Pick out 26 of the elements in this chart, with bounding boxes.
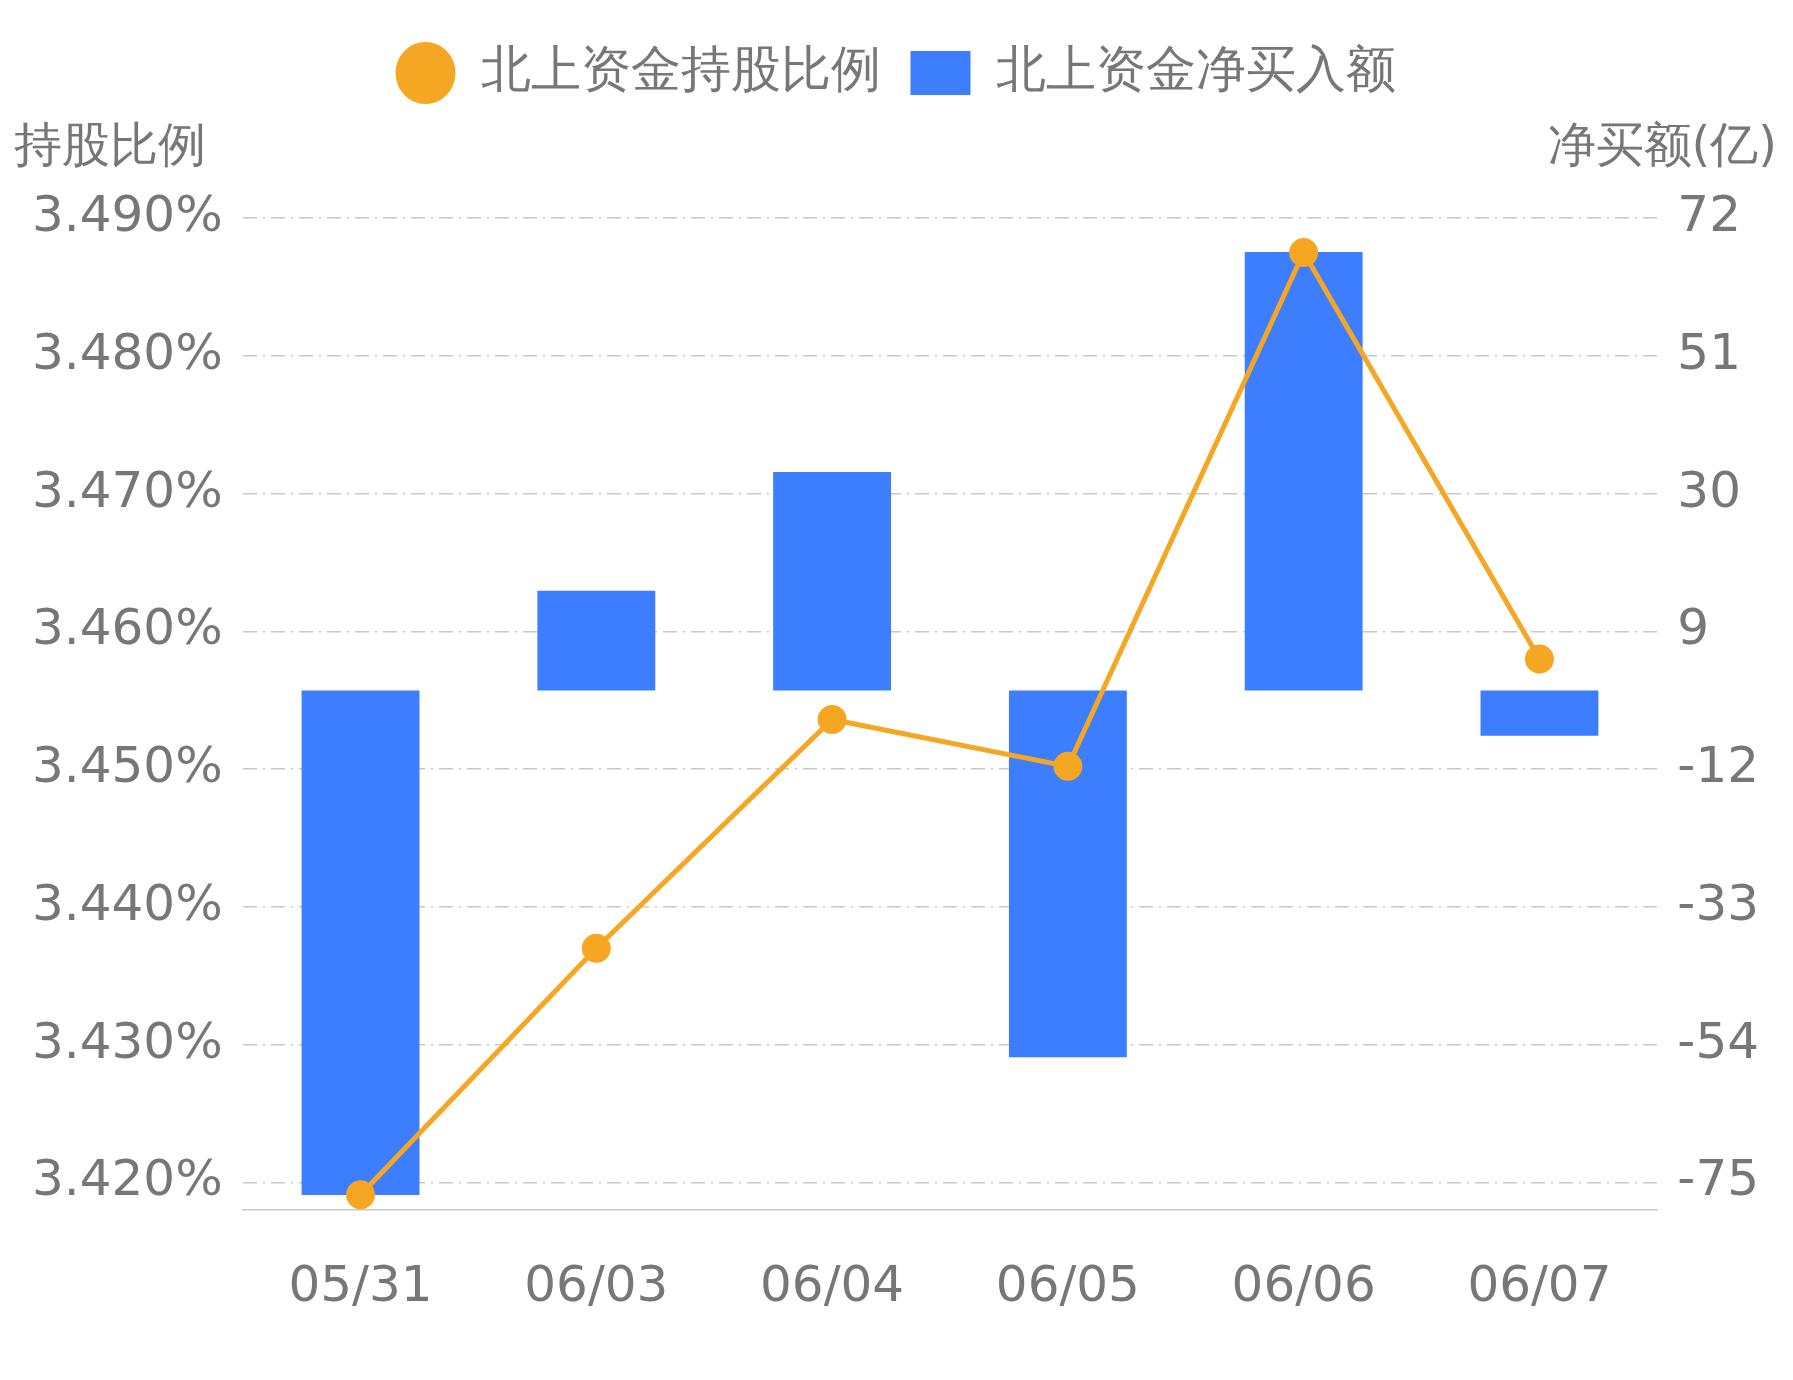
y-tick-label: 3.450%	[31, 736, 223, 795]
y-tick-label: 3.460%	[31, 598, 223, 657]
y2-tick-label: -12	[1677, 736, 1760, 795]
y2-tick-label: -75	[1677, 1149, 1760, 1208]
y-tick-label: 3.470%	[31, 460, 223, 519]
y-axis-title: 持股比例	[14, 116, 206, 173]
y-tick-label: 3.480%	[31, 322, 223, 381]
y2-tick-label: 9	[1677, 598, 1710, 657]
y-tick-label: 3.490%	[31, 184, 223, 243]
x-tick-label: 06/03	[524, 1254, 669, 1313]
x-tick-label: 06/05	[995, 1254, 1140, 1313]
x-tick-label: 06/06	[1231, 1254, 1376, 1313]
x-tick-label: 06/07	[1467, 1254, 1612, 1313]
x-tick-label: 05/31	[288, 1254, 433, 1313]
y2-tick-label: 51	[1677, 322, 1741, 381]
y-tick-label: 3.420%	[31, 1149, 223, 1208]
y-tick-label: 3.430%	[31, 1011, 223, 1070]
y2-tick-label: -33	[1677, 873, 1760, 932]
y2-axis-title: 净买额(亿)	[1547, 116, 1777, 173]
legend-label: 北上资金持股比例	[480, 39, 881, 98]
y2-tick-label: -54	[1677, 1011, 1760, 1070]
y2-tick-label: 30	[1677, 460, 1741, 519]
legend-label: 北上资金净买入额	[995, 39, 1396, 98]
x-tick-label: 06/04	[760, 1254, 905, 1313]
y2-tick-label: 72	[1677, 184, 1741, 243]
y-tick-label: 3.440%	[31, 873, 223, 932]
